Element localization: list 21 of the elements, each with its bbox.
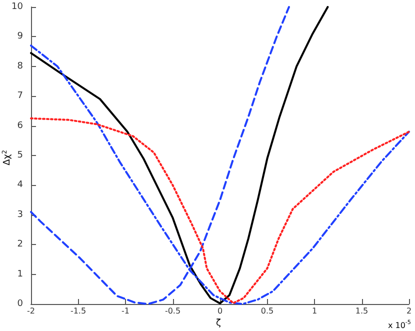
x-tick-label: 2 <box>406 306 412 316</box>
y-tick-label: 9 <box>17 32 24 42</box>
y-tick-label: 0 <box>17 299 24 309</box>
y-tick-label: 7 <box>17 91 23 102</box>
y-tick-label: 4 <box>17 180 24 190</box>
x-axis-title: ζ <box>216 318 221 328</box>
y-tick-label: 3 <box>17 210 23 220</box>
x-tick-label: 1 <box>312 306 318 316</box>
y-tick-label: 5 <box>17 150 23 160</box>
x-tick-label: -1 <box>122 306 130 316</box>
x-tick-label: 0 <box>217 306 223 316</box>
x-tick-label: -2 <box>27 306 35 316</box>
x-tick-label: -1.5 <box>70 306 86 316</box>
x-tick-label: 0.5 <box>260 306 274 316</box>
y-tick-label: 6 <box>17 120 24 131</box>
y-tick-label: 10 <box>12 2 24 12</box>
y-tick-label: 2 <box>17 240 23 250</box>
x-tick-label: 1.5 <box>355 306 368 316</box>
y-tick-label: 8 <box>17 61 24 72</box>
y-tick-label: 1 <box>17 269 23 280</box>
x-tick-label: -0.5 <box>164 306 181 316</box>
